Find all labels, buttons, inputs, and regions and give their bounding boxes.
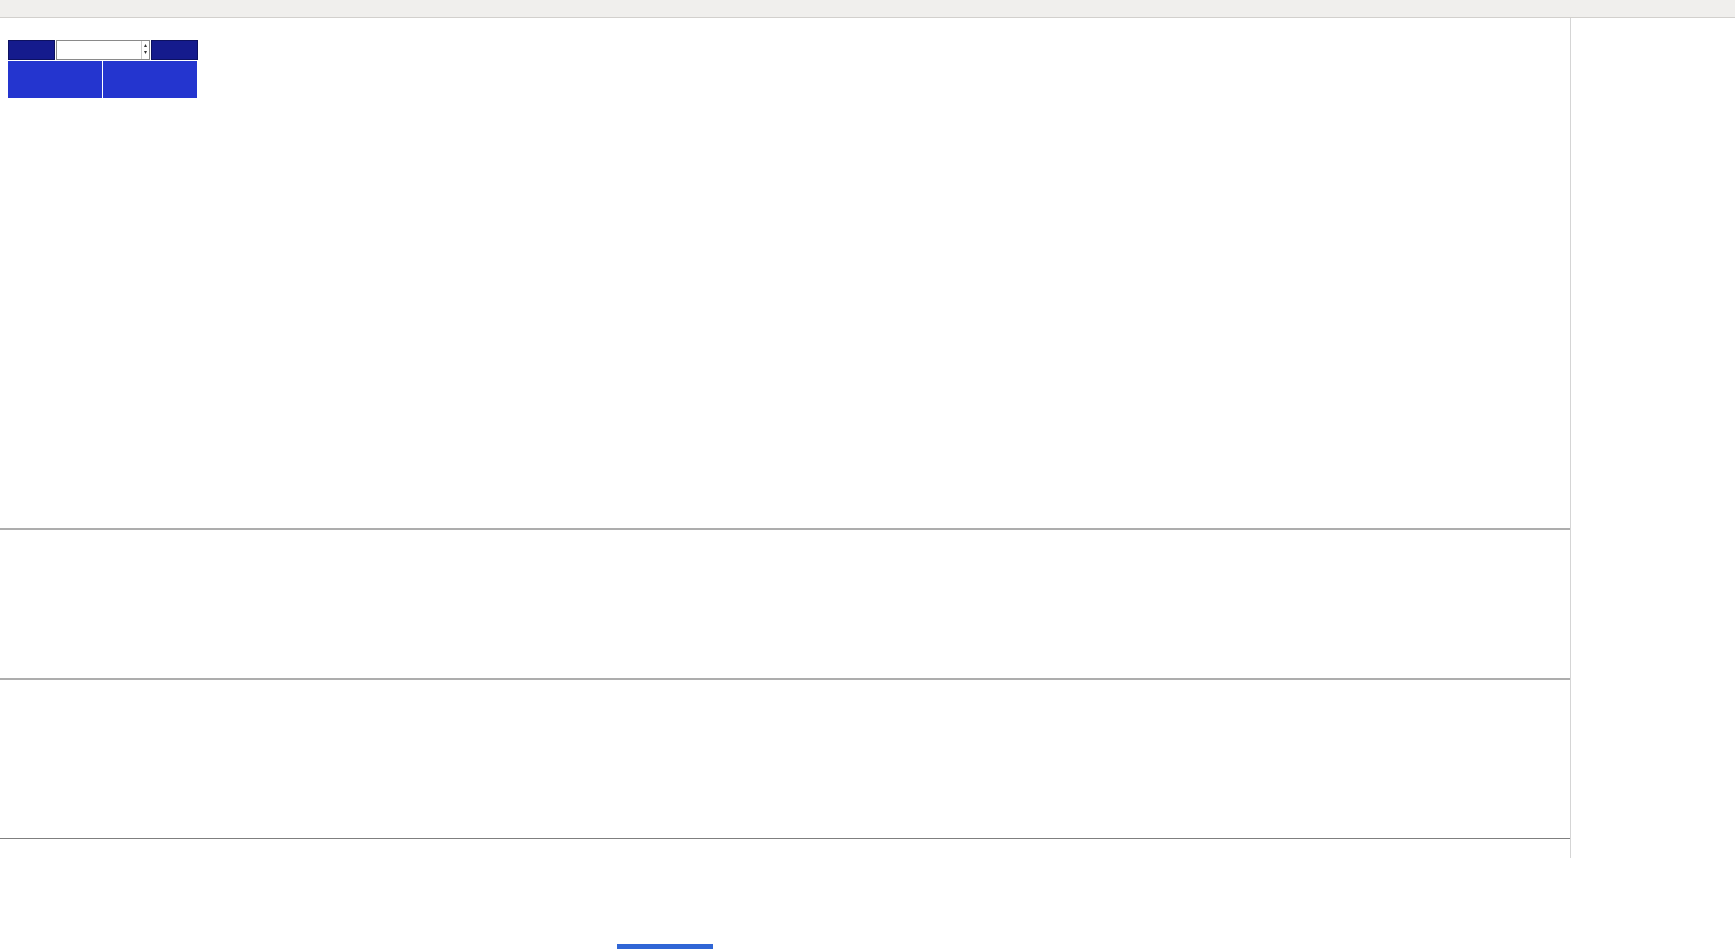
macd-panel[interactable] (0, 530, 1570, 678)
main-price-chart[interactable] (0, 18, 1570, 528)
ask-price-display[interactable] (103, 61, 197, 98)
spin-up-icon[interactable]: ▴ (143, 43, 147, 49)
date-axis[interactable] (0, 838, 1570, 857)
spin-down-icon[interactable]: ▾ (143, 50, 147, 56)
rsi-panel[interactable] (0, 680, 1570, 838)
one-click-trading-panel: ▴ ▾ (8, 40, 198, 98)
macd-label (4, 532, 14, 543)
volume-field: ▴ ▾ (56, 40, 150, 60)
panel-separator[interactable] (0, 528, 1570, 530)
volume-input[interactable] (57, 43, 129, 57)
toolbar (0, 0, 1735, 18)
panel-separator[interactable] (0, 678, 1570, 680)
buy-button[interactable] (151, 40, 198, 60)
bid-price-display[interactable] (8, 61, 102, 98)
chart-window: ▴ ▾ (0, 18, 1571, 858)
sell-button[interactable] (8, 40, 55, 60)
volume-spinner[interactable]: ▴ ▾ (140, 41, 149, 59)
taskbar-peek (617, 944, 713, 949)
rsi-label (4, 682, 9, 693)
